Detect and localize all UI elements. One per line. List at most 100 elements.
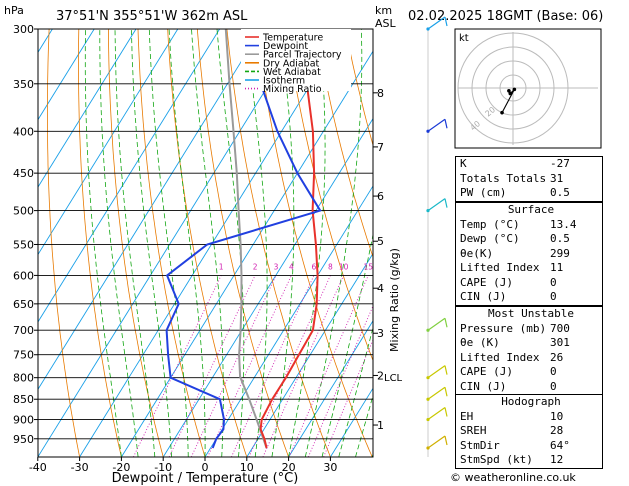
wind-barb-shaft — [427, 365, 446, 379]
hodo-row: SREH 28 — [456, 424, 602, 439]
temperature-tick-label: 30 — [323, 461, 337, 474]
hodograph-point — [507, 88, 511, 93]
legend-label: Dry Adiabat — [263, 58, 320, 69]
isotherm-line — [38, 29, 95, 121]
wet-adiabat-line — [338, 326, 373, 457]
temperature-tick-label: 10 — [240, 461, 254, 474]
temperature-line — [259, 29, 319, 449]
mu-row: CIN (J) 0 — [456, 380, 602, 395]
wind-barb-flag — [444, 318, 448, 328]
surface-label: θe(K) — [460, 246, 494, 260]
surface-row: Temp (°C) 13.4 — [456, 218, 602, 233]
temperature-tick-label: -10 — [154, 461, 172, 474]
pressure-tick-label: 700 — [13, 324, 34, 337]
altitude-tick-label: 2 — [377, 369, 384, 382]
mixing-ratio-label: 10 — [339, 262, 349, 271]
mu-value: 0 — [550, 379, 557, 393]
wind-barb-flag — [444, 119, 448, 129]
index-value: 31 — [550, 171, 564, 185]
surface-title: Surface — [507, 203, 555, 216]
wet-adiabat-line — [131, 29, 172, 457]
wind-barb-shaft — [427, 386, 446, 400]
dry-adiabat-line — [78, 29, 122, 457]
altitude-tick-label: 1 — [377, 419, 384, 432]
mu-row: CAPE (J) 0 — [456, 365, 602, 380]
surface-label: CAPE (J) — [460, 275, 513, 289]
copyright-footer: © weatheronline.co.uk — [450, 471, 576, 484]
isotherm-line — [121, 50, 373, 457]
temperature-axis: -40 -30 -20 -10 0 10 20 30 — [29, 457, 337, 474]
mu-label: CIN (J) — [460, 379, 507, 393]
index-value: 0.5 — [550, 186, 570, 199]
isotherm-line — [38, 29, 262, 391]
mu-value: 26 — [550, 350, 564, 364]
hodograph-point — [512, 87, 517, 92]
most-unstable-title: Most Unstable — [487, 307, 575, 320]
surface-label: Temp (°C) — [460, 217, 520, 231]
dry-adiabat-line — [47, 29, 80, 457]
isotherm-line — [38, 29, 137, 188]
pressure-tick-label: 450 — [13, 167, 34, 180]
isotherm-line — [38, 29, 304, 457]
wet-adiabat-line — [84, 29, 122, 457]
index-label: K — [460, 157, 467, 170]
parcel-trajectory-line — [224, 29, 268, 449]
dewpoint-line — [165, 29, 322, 449]
legend-label: Wet Adiabat — [263, 67, 321, 78]
hodo-value: 64° — [550, 438, 570, 452]
mixing-ratio-label: 4 — [289, 262, 294, 271]
altitude-tick-label: 3 — [377, 327, 384, 340]
mu-value: 301 — [550, 336, 570, 349]
surface-value: 0 — [550, 290, 557, 303]
hodo-label: EH — [460, 409, 474, 423]
location-title: 37°51'N 355°51'W 362m ASL — [56, 9, 248, 24]
mixing-ratio-label: 3 — [274, 262, 279, 271]
wind-barb-dot — [426, 328, 430, 332]
altitude-tick-label: 8 — [377, 87, 384, 100]
wind-barb-dot — [426, 27, 430, 31]
index-label: Totals Totals — [460, 171, 547, 185]
sounding-profiles — [165, 29, 322, 449]
pressure-tick-label: 900 — [13, 414, 34, 427]
index-row-pw: PW (cm) 0.5 — [456, 186, 602, 201]
legend-label: Temperature — [262, 33, 323, 44]
mu-row: Lifted Index 26 — [456, 351, 602, 366]
surface-row: CIN (J) 0 — [456, 290, 602, 305]
x-axis-label: Dewpoint / Temperature (°C) — [112, 471, 299, 486]
mixing-ratio-labels: 1 2 3 4 6 8 10 15 — [219, 262, 373, 271]
mu-label: Lifted Index — [460, 350, 540, 364]
km-label: km — [375, 4, 392, 17]
mixing-ratio-label: 8 — [328, 262, 333, 271]
wind-barb-dot — [426, 446, 430, 450]
mu-row: θe (K) 301 — [456, 336, 602, 351]
hodo-row: StmSpd (kt) 12 — [456, 453, 602, 468]
temperature-tick-label: 0 — [202, 461, 209, 474]
index-row-totals: Totals Totals 31 — [456, 172, 602, 187]
wind-barb-flag — [444, 16, 448, 27]
pressure-tick-label: 500 — [13, 205, 34, 218]
mu-value: 700 — [550, 321, 570, 335]
dry-adiabat-line — [315, 29, 373, 259]
mixing-ratio-line — [262, 275, 345, 457]
surface-table: Surface Temp (°C) 13.4 Dewp (°C) 0.5 θe(K)… — [455, 202, 603, 306]
temperature-tick-label: -20 — [112, 461, 130, 474]
wind-barb-shaft — [427, 118, 446, 132]
pressure-tick-label: 300 — [13, 23, 34, 36]
hodograph-point — [500, 110, 504, 115]
hodograph-table: Hodograph EH 10 SREH 28 StmDir 64° StmSpd (… — [455, 394, 603, 469]
wind-barb-flag — [444, 365, 448, 375]
mixing-ratio-line — [307, 304, 373, 457]
hodograph-table-title: Hodograph — [501, 395, 561, 408]
legend-label: Mixing Ratio — [263, 84, 322, 95]
pressure-tick-label: 600 — [13, 269, 34, 282]
wind-barb-shaft — [427, 16, 446, 30]
wet-adiabat-line — [148, 29, 189, 457]
pressure-tick-label: 400 — [13, 125, 34, 138]
mu-row: Pressure (mb) 700 — [456, 322, 602, 337]
surface-value: 0.5 — [550, 232, 570, 245]
hodo-value: 12 — [550, 453, 564, 466]
isotherm-line — [38, 29, 179, 256]
hodograph-unit-label: kt — [459, 33, 469, 44]
legend-label: Dewpoint — [263, 41, 308, 52]
surface-label: CIN (J) — [460, 290, 507, 303]
